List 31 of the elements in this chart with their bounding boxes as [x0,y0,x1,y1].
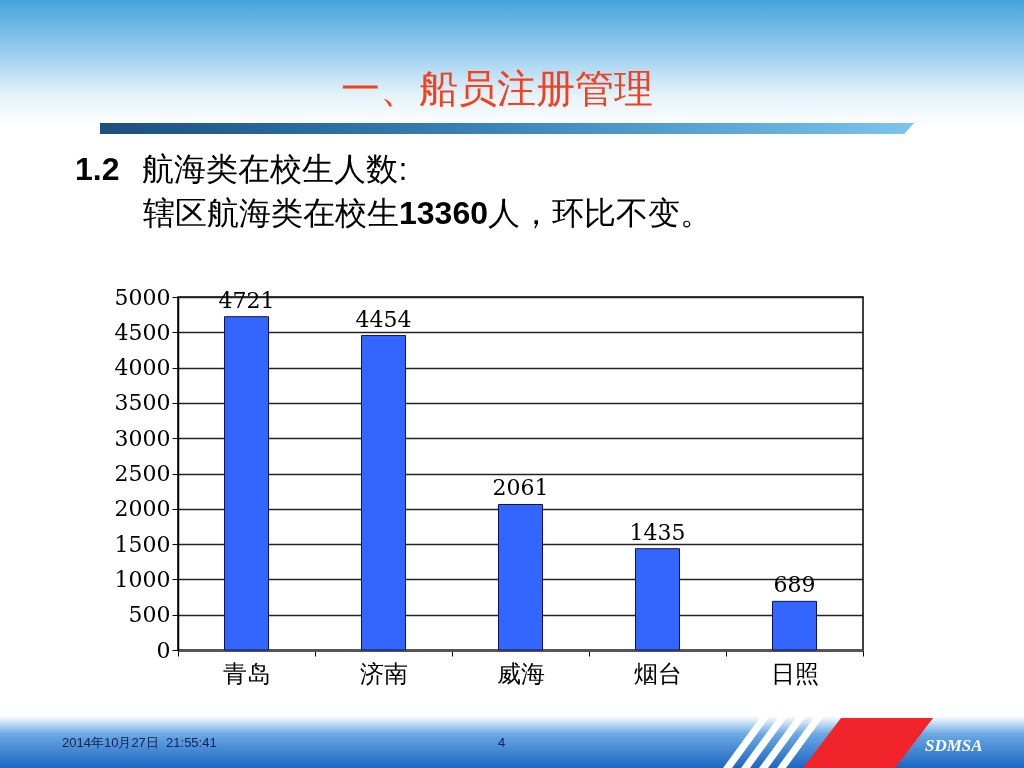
data-label: 689 [773,572,816,598]
y-tick-label: 500 [128,602,171,628]
y-tick-label: 1000 [114,566,171,592]
y-tick-label: 3500 [114,390,171,416]
x-tick-label: 日照 [771,659,819,688]
data-label: 2061 [492,475,549,501]
x-tick-label: 威海 [497,659,545,688]
x-tick-label: 青岛 [223,659,271,688]
text: 辖区航海类在校生13360人，环比不变。 [143,194,712,233]
y-tick-label: 4500 [114,319,171,345]
x-tick-label: 济南 [360,659,408,688]
y-tick-label: 0 [156,637,171,663]
bar [361,335,406,651]
data-label: 4454 [355,306,412,332]
y-tick-label: 5000 [114,284,171,310]
bar [498,503,543,651]
data-label: 1435 [629,519,686,545]
y-tick-label: 1500 [114,531,171,557]
bar [224,316,269,651]
text: 4 [498,734,506,752]
y-tick-label: 2000 [114,496,171,522]
x-tick-label: 烟台 [634,659,682,688]
bar [772,600,817,651]
chart-subtitle: 1.2 航海类在校生人数: [75,150,408,189]
y-tick-label: 4000 [114,355,171,381]
bar [635,548,680,651]
text: 2014年10月27日 21:55:41 [62,734,217,752]
y-tick-label: 3000 [114,425,171,451]
chart-title: 一、船员注册管理 [340,66,654,112]
text: SDMSA [925,736,983,756]
y-tick-label: 2500 [114,461,171,486]
